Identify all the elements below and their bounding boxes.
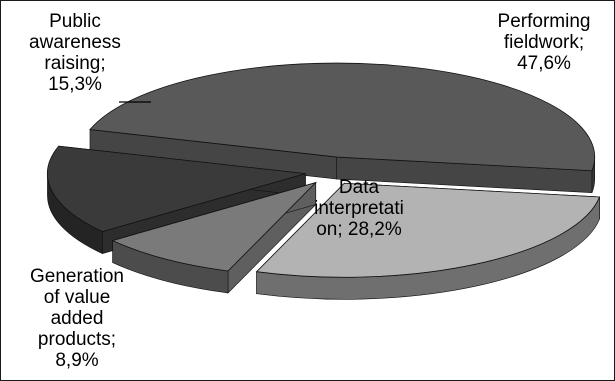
slice-top-data-interpretation: [255, 182, 601, 278]
slice-label-data-interpretation: Data interpretati on; 28,2%: [314, 177, 404, 240]
slice-top-generation-of-value-added-products: [111, 181, 318, 272]
slice-label-public-awareness: Public awareness raising; 15,3%: [29, 11, 121, 95]
slice-label-performing-fieldwork: Performing fieldwork; 47,6%: [497, 11, 591, 74]
slice-label-generation-products: Generation of value added products; 8,9%: [29, 266, 124, 371]
slice-top-public-awareness-raising: [47, 145, 306, 233]
slice-top-performing-fieldwork: [89, 62, 596, 172]
